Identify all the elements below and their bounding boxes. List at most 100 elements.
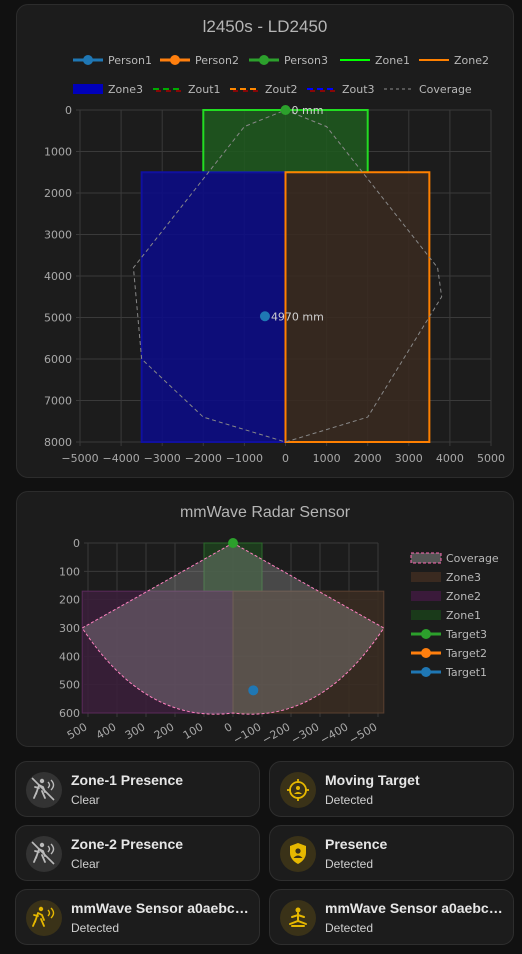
motion-sensor-off-icon[interactable] <box>26 836 62 872</box>
radar-card-title: l2450s - LD2450 <box>202 17 328 36</box>
zone-zone2 <box>284 171 431 443</box>
legend-label: Person2 <box>195 54 239 67</box>
y-tick-label: 1000 <box>44 146 72 159</box>
legend-item-target2: Target2 <box>411 647 487 660</box>
entity-name: Zone-2 Presence <box>71 836 184 852</box>
target-target3 <box>228 538 238 548</box>
legend-item-zone3: Zone3 <box>73 83 143 96</box>
x-tick-label: −500 <box>347 720 380 746</box>
zone-zone3 <box>232 590 385 714</box>
shield-account-icon[interactable] <box>280 836 316 872</box>
legend-label: Zone2 <box>454 54 489 67</box>
entity-name: Zone-1 Presence <box>71 772 184 788</box>
y-tick-label: 100 <box>59 565 80 578</box>
y-tick-label: 300 <box>59 622 80 635</box>
target-account-icon[interactable] <box>280 772 316 808</box>
mmwave-radar-card: mmWave Radar Sensor 500 400 300 200 100 0 −100… <box>16 491 514 747</box>
entity-state: Clear <box>71 793 100 807</box>
x-tick-label: −300 <box>289 720 322 746</box>
motion-sensor-icon[interactable] <box>26 900 62 936</box>
x-tick-label: −2000 <box>185 452 222 465</box>
ld2450-radar-card: l2450s - LD2450 Person1 Person2 Person3 Zon… <box>16 4 514 478</box>
legend-item-person1: Person1 <box>73 54 152 67</box>
x-tick-label: 4000 <box>436 452 464 465</box>
target-person3 <box>280 105 291 115</box>
entity-state: Detected <box>325 921 374 935</box>
legend-item-person3: Person3 <box>249 54 328 67</box>
legend-label: Zout3 <box>342 83 375 96</box>
legend-label: Coverage <box>419 83 472 96</box>
x-tick-label: 3000 <box>395 452 423 465</box>
entity-tile[interactable]: Presence Detected <box>269 825 514 881</box>
entity-name: Presence <box>325 836 388 852</box>
y-tick-label: 5000 <box>44 312 72 325</box>
x-tick-label: −1000 <box>226 452 263 465</box>
x-tick-label: −100 <box>231 720 264 746</box>
legend-label: Zone1 <box>375 54 410 67</box>
legend-item-zone1: Zone1 <box>340 54 410 67</box>
entity-tile[interactable]: Zone-2 Presence Clear <box>15 825 260 881</box>
x-tick-label: 0 <box>282 452 289 465</box>
legend-item-zone3: Zone3 <box>411 571 481 584</box>
coverage-outline <box>132 109 443 443</box>
legend-item-coverage: Coverage <box>410 552 499 565</box>
x-tick-label: −200 <box>260 720 293 746</box>
x-tick-label: 200 <box>152 720 177 742</box>
legend-label: Coverage <box>446 552 499 565</box>
legend-label: Zone2 <box>446 590 481 603</box>
legend-label: Zone3 <box>108 83 143 96</box>
y-tick-label: 3000 <box>44 229 72 242</box>
legend-label: Target2 <box>445 647 487 660</box>
target-label: 0 mm <box>292 104 324 117</box>
x-tick-label: −4000 <box>102 452 139 465</box>
x-tick-label: 2000 <box>354 452 382 465</box>
legend-label: Person1 <box>108 54 152 67</box>
zone-zone1 <box>202 109 369 174</box>
x-tick-label: −400 <box>318 720 351 746</box>
entity-state: Detected <box>325 857 374 871</box>
legend-label: Zout1 <box>188 83 221 96</box>
entity-tile[interactable]: Moving Target Detected <box>269 761 514 817</box>
y-tick-label: 8000 <box>44 436 72 449</box>
zone-zone3 <box>140 171 287 443</box>
target-label: 4970 mm <box>271 310 324 323</box>
x-tick-label: −5000 <box>61 452 98 465</box>
legend-label: Person3 <box>284 54 328 67</box>
legend-item-zone1: Zone1 <box>411 609 481 622</box>
entity-state: Detected <box>71 921 120 935</box>
entity-tile[interactable]: Zone-1 Presence Clear <box>15 761 260 817</box>
ld2450-chart[interactable]: Person1 Person2 Person3 Zone1 Zone2 Zone3 Zout… <box>17 5 515 479</box>
x-tick-label: 400 <box>94 720 119 742</box>
zone-zone2 <box>81 590 234 714</box>
y-tick-label: 0 <box>65 104 72 117</box>
x-tick-label: 5000 <box>477 452 505 465</box>
y-tick-label: 0 <box>73 537 80 550</box>
legend-label: Target3 <box>445 628 487 641</box>
legend-item-zone2: Zone2 <box>411 590 481 603</box>
y-tick-label: 500 <box>59 679 80 692</box>
entity-tile[interactable]: mmWave Sensor a0aebc Z... Detected <box>15 889 260 945</box>
target-person1 <box>259 311 270 322</box>
meditation-icon[interactable] <box>280 900 316 936</box>
legend-label: Target1 <box>445 666 487 679</box>
entity-tile[interactable]: mmWave Sensor a0aebc S... Detected <box>269 889 514 945</box>
y-tick-label: 600 <box>59 707 80 720</box>
mmwave-card-title: mmWave Radar Sensor <box>179 504 351 521</box>
legend-item-target3: Target3 <box>411 628 487 641</box>
legend-item-coverage: Coverage <box>384 83 472 96</box>
mmwave-chart[interactable]: 500 400 300 200 100 0−100−200−300−400−5000100… <box>17 492 515 748</box>
entity-state: Clear <box>71 857 100 871</box>
x-tick-label: 0 <box>222 720 235 735</box>
x-tick-label: 500 <box>65 720 90 742</box>
legend-label: Zone1 <box>446 609 481 622</box>
y-tick-label: 200 <box>59 594 80 607</box>
x-tick-label: 100 <box>181 720 206 742</box>
legend-label: Zone3 <box>446 571 481 584</box>
motion-sensor-off-icon[interactable] <box>26 772 62 808</box>
target-target1 <box>248 685 259 696</box>
entity-state: Detected <box>325 793 374 807</box>
legend-item-zout3: Zout3 <box>307 83 375 96</box>
legend-item-target1: Target1 <box>411 666 487 679</box>
x-tick-label: −3000 <box>144 452 181 465</box>
legend-item-zone2: Zone2 <box>419 54 489 67</box>
